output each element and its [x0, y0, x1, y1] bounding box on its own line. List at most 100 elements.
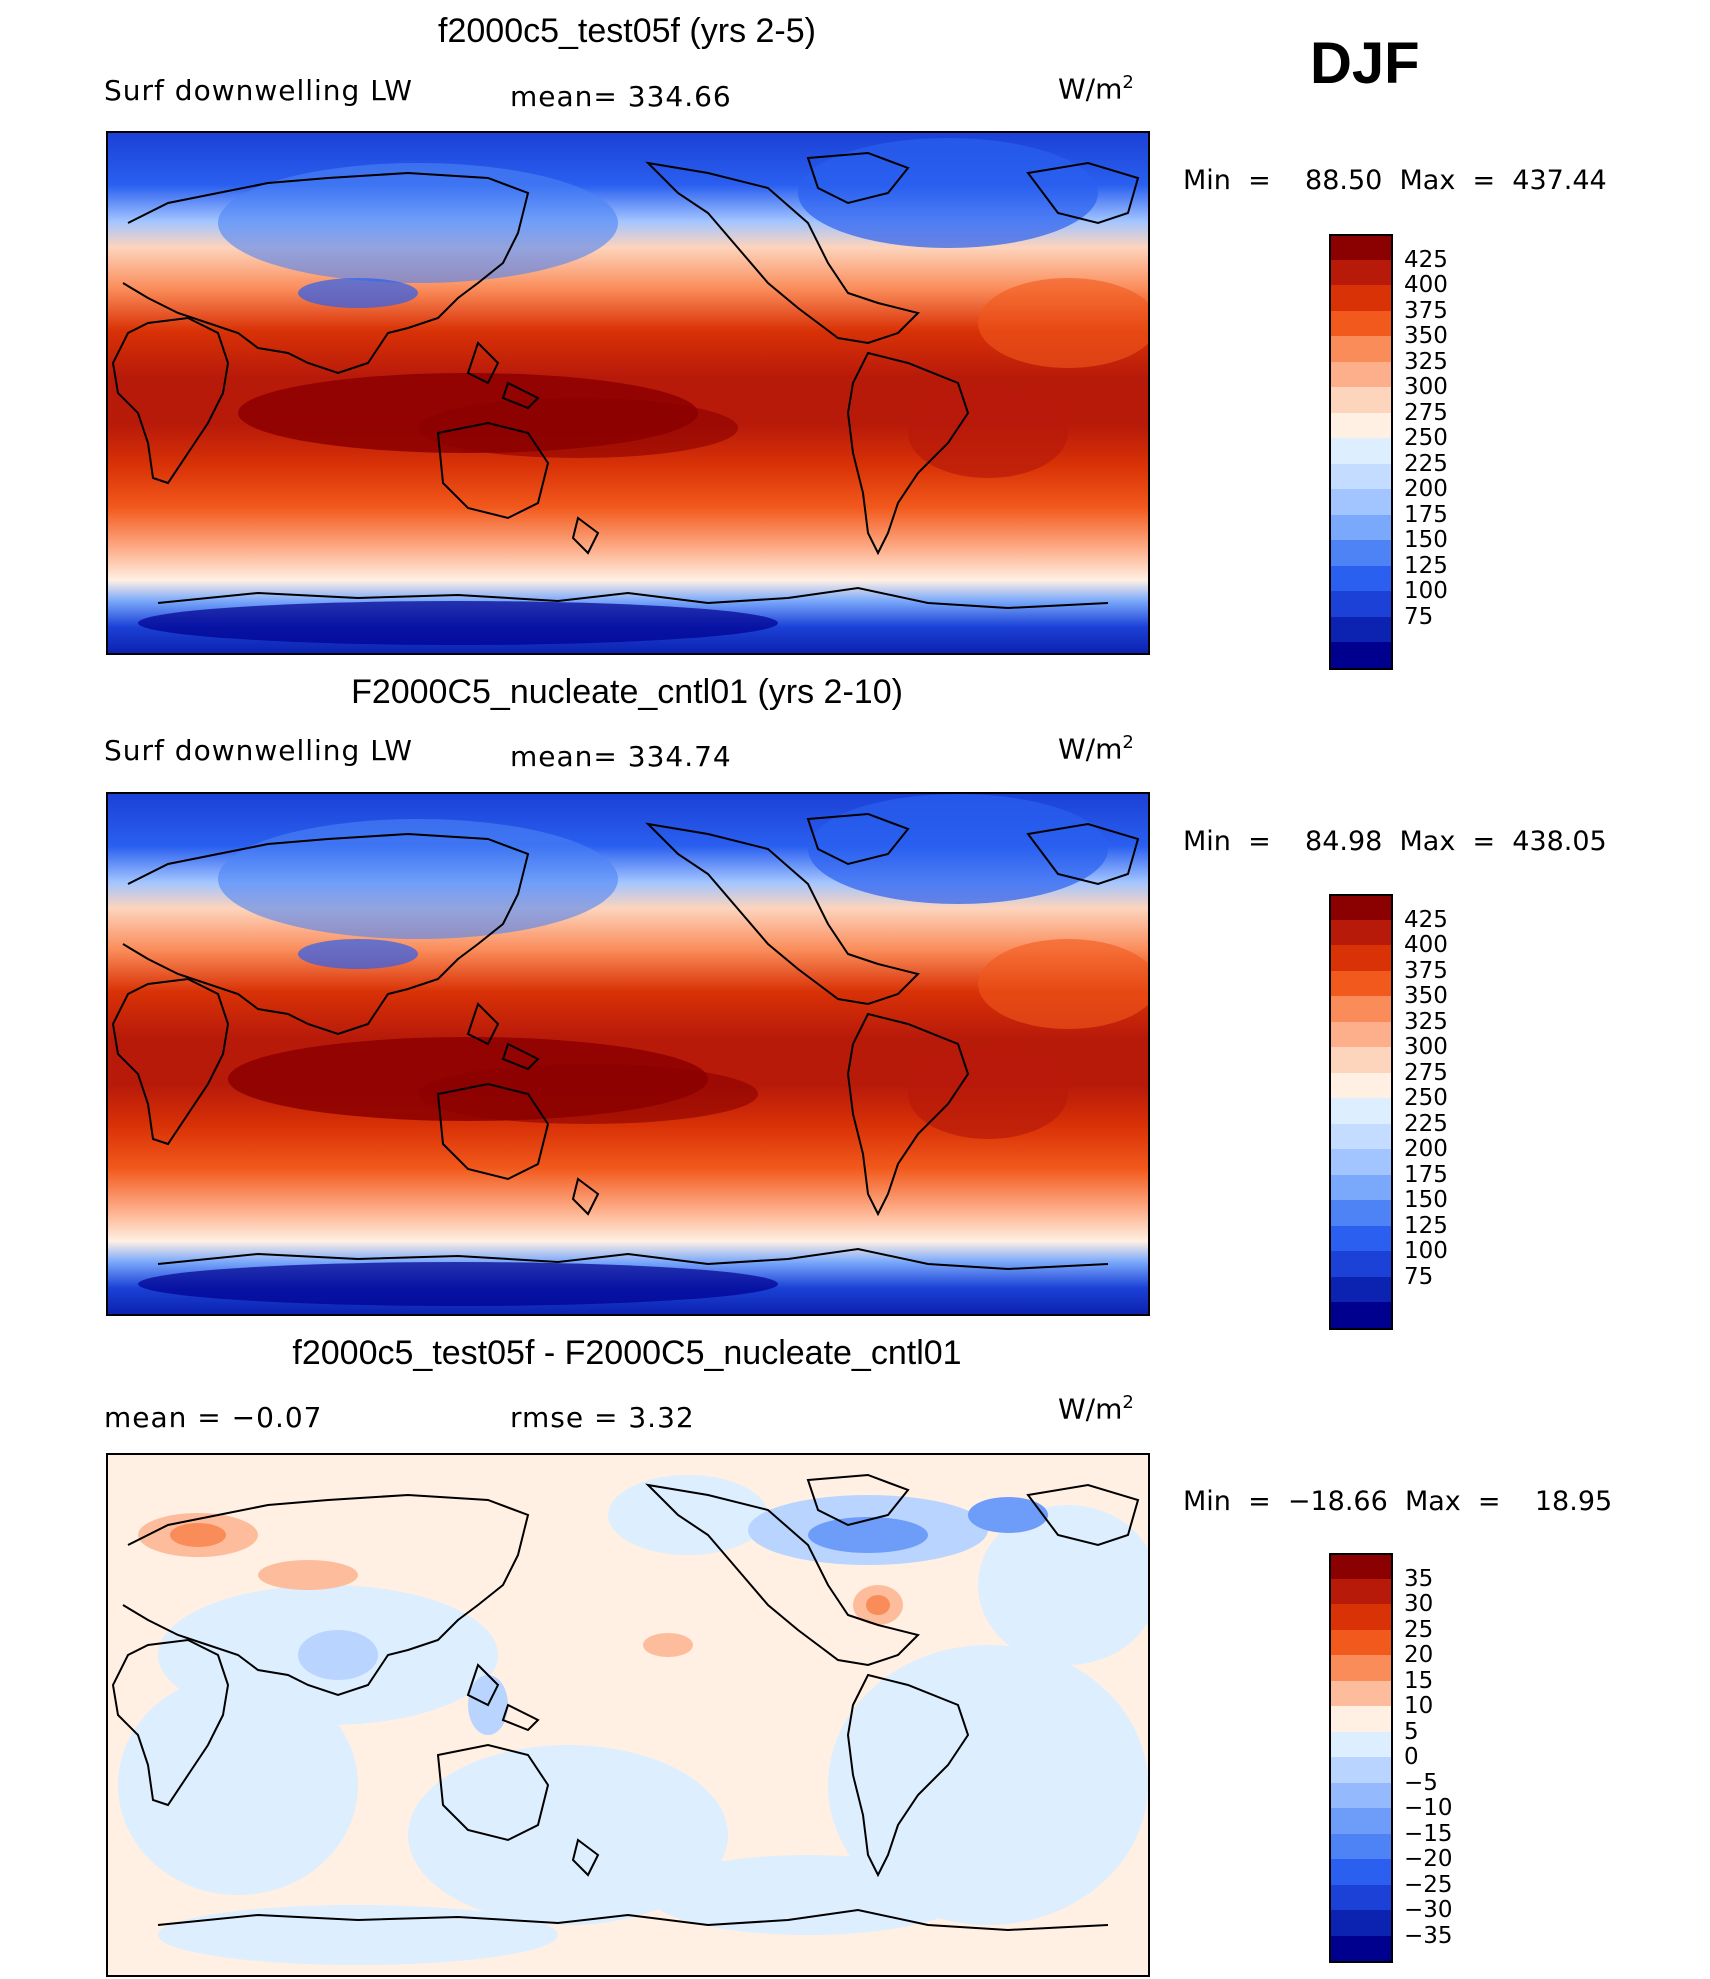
colorbar-swatch — [1329, 1174, 1393, 1200]
colorbar-label: 15 — [1404, 1667, 1434, 1694]
colorbar-label: 175 — [1404, 501, 1448, 528]
colorbar-swatch — [1329, 1072, 1393, 1098]
colorbar-swatch — [1329, 336, 1393, 362]
colorbar-label: 30 — [1404, 1591, 1434, 1617]
colorbar-swatch — [1329, 310, 1393, 336]
colorbar-label: 0 — [1404, 1744, 1419, 1770]
panel-1-map — [106, 131, 1150, 655]
colorbar-swatch — [1329, 540, 1393, 566]
panel-3-mean-label: mean = −0.07 — [104, 1401, 323, 1434]
colorbar-swatch — [1329, 996, 1393, 1022]
colorbar-label: 75 — [1404, 1263, 1434, 1290]
colorbar-swatch — [1329, 1782, 1393, 1808]
colorbar-label: 75 — [1404, 603, 1434, 630]
colorbar-label: 200 — [1404, 476, 1448, 502]
panel-1-units: W/m2 — [1058, 72, 1134, 106]
panel-2-title: F2000C5_nucleate_cntl01 (yrs 2-10) — [351, 673, 903, 711]
colorbar-swatch — [1329, 616, 1393, 642]
colorbar-label: 125 — [1404, 552, 1448, 579]
colorbar-swatch — [1329, 1910, 1393, 1936]
colorbar-swatch — [1329, 1302, 1393, 1330]
colorbar-label: −20 — [1404, 1846, 1453, 1872]
colorbar-swatch — [1329, 1098, 1393, 1124]
panel-2-units: W/m2 — [1058, 732, 1134, 766]
colorbar-swatch — [1329, 1276, 1393, 1302]
colorbar-label: −5 — [1404, 1769, 1438, 1796]
colorbar-label: 400 — [1404, 932, 1448, 958]
colorbar-label: 225 — [1404, 1110, 1448, 1137]
colorbar-swatch — [1329, 1123, 1393, 1149]
panel-2-mean-label: mean= 334.74 — [510, 740, 732, 773]
colorbar-swatch — [1329, 259, 1393, 285]
colorbar-label: 425 — [1404, 906, 1448, 933]
colorbar-swatch — [1329, 591, 1393, 617]
panel-1-minmax: Min = 88.50 Max = 437.44 — [1183, 165, 1607, 196]
colorbar-label: 150 — [1404, 1187, 1448, 1213]
colorbar-label: 325 — [1404, 348, 1448, 375]
colorbar-label: 300 — [1404, 374, 1448, 400]
panel-3-title: f2000c5_test05f - F2000C5_nucleate_cntl0… — [292, 1334, 962, 1372]
panel-2-variable-label: Surf downwelling LW — [104, 734, 413, 767]
colorbar-label: 150 — [1404, 527, 1448, 553]
colorbar-swatch — [1329, 412, 1393, 438]
colorbar-label: −10 — [1404, 1795, 1453, 1821]
colorbar-swatch — [1329, 438, 1393, 464]
colorbar-swatch — [1329, 1757, 1393, 1783]
colorbar-label: 100 — [1404, 1238, 1448, 1264]
colorbar-label: 100 — [1404, 578, 1448, 604]
colorbar-label: 325 — [1404, 1008, 1448, 1035]
panel-2-minmax: Min = 84.98 Max = 438.05 — [1183, 826, 1607, 857]
colorbar-swatch — [1329, 285, 1393, 311]
colorbar-swatch — [1329, 463, 1393, 489]
colorbar-label: 200 — [1404, 1136, 1448, 1162]
colorbar-swatch — [1329, 1149, 1393, 1175]
colorbar-swatch — [1329, 1655, 1393, 1681]
colorbar-label: 425 — [1404, 246, 1448, 273]
colorbar-label: 350 — [1404, 983, 1448, 1009]
colorbar-swatch — [1329, 1935, 1393, 1963]
colorbar-label: 25 — [1404, 1616, 1434, 1643]
colorbar-label: 175 — [1404, 1161, 1448, 1188]
colorbar-label: −15 — [1404, 1820, 1453, 1847]
panel-1-title: f2000c5_test05f (yrs 2-5) — [438, 12, 816, 50]
colorbar-swatch — [1329, 1021, 1393, 1047]
colorbar-swatch — [1329, 1604, 1393, 1630]
colorbar-label: 250 — [1404, 425, 1448, 451]
colorbar-swatch — [1329, 1884, 1393, 1910]
colorbar-label: 375 — [1404, 297, 1448, 324]
colorbar-label: 375 — [1404, 957, 1448, 984]
colorbar-label: 250 — [1404, 1085, 1448, 1111]
colorbar-swatch — [1329, 1578, 1393, 1604]
season-label: DJF — [1310, 31, 1420, 96]
colorbar-swatch — [1329, 1200, 1393, 1226]
colorbar-label: 225 — [1404, 450, 1448, 477]
panel-3-units: W/m2 — [1058, 1392, 1134, 1426]
panel-1-mean-label: mean= 334.66 — [510, 80, 732, 113]
colorbar-label: 10 — [1404, 1693, 1434, 1719]
colorbar-swatch — [1329, 1680, 1393, 1706]
colorbar-label: −30 — [1404, 1897, 1453, 1923]
colorbar-swatch — [1329, 1047, 1393, 1073]
colorbar-label: 400 — [1404, 272, 1448, 298]
colorbar-swatch — [1329, 1251, 1393, 1277]
colorbar-swatch — [1329, 514, 1393, 540]
colorbar-swatch — [1329, 489, 1393, 515]
colorbar-label: 5 — [1404, 1718, 1419, 1745]
colorbar-swatch — [1329, 1859, 1393, 1885]
colorbar-label: 20 — [1404, 1642, 1434, 1668]
colorbar-swatch — [1329, 361, 1393, 387]
colorbar-swatch — [1329, 945, 1393, 971]
panel-1-variable-label: Surf downwelling LW — [104, 74, 413, 107]
colorbar-label: 125 — [1404, 1212, 1448, 1239]
colorbar-swatch — [1329, 387, 1393, 413]
colorbar-swatch — [1329, 565, 1393, 591]
colorbar-swatch — [1329, 970, 1393, 996]
colorbar-swatch — [1329, 894, 1393, 922]
colorbar-swatch — [1329, 919, 1393, 945]
colorbar-swatch — [1329, 1833, 1393, 1859]
colorbar-label: 275 — [1404, 399, 1448, 426]
colorbar-label: 275 — [1404, 1059, 1448, 1086]
colorbar-label: −25 — [1404, 1871, 1453, 1898]
panel-3-minmax: Min = −18.66 Max = 18.95 — [1183, 1486, 1613, 1517]
colorbar-swatch — [1329, 642, 1393, 670]
